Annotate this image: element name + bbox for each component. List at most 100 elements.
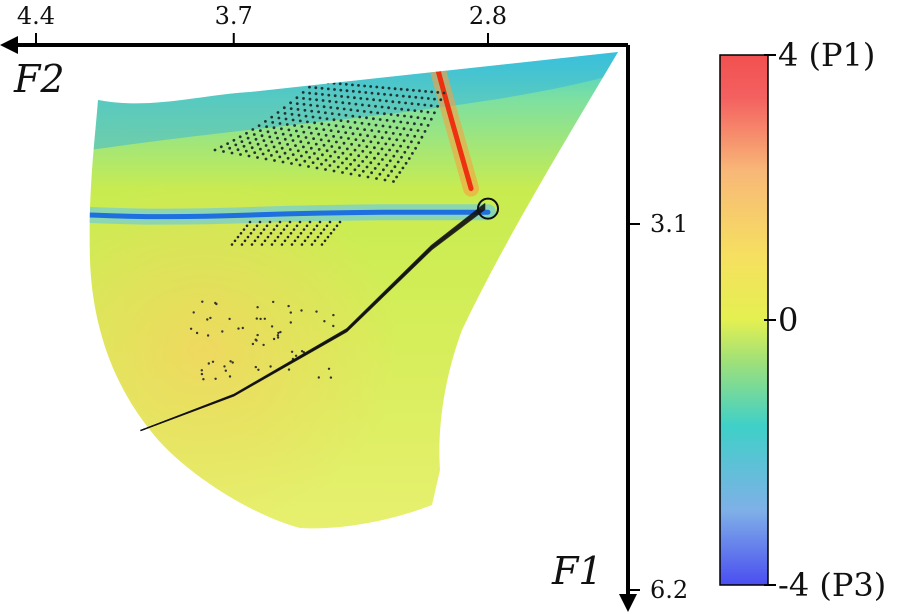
scatter-point: [228, 146, 232, 150]
scatter-point: [390, 169, 393, 173]
scatter-point: [332, 160, 336, 163]
scatter-point: [302, 228, 306, 231]
scatter-point: [407, 157, 411, 160]
scatter-point: [255, 224, 259, 228]
scatter-point: [289, 311, 292, 314]
scatter-point: [324, 158, 328, 162]
scatter-point: [295, 224, 299, 228]
scatter-point: [396, 160, 400, 164]
scatter-point: [337, 156, 340, 159]
scatter-point: [290, 350, 294, 353]
scatter-point: [277, 331, 280, 335]
scatter-point: [323, 239, 327, 243]
scatter-point: [293, 124, 296, 127]
scatter-point: [298, 163, 302, 167]
scatter-point: [303, 239, 307, 243]
scatter-point: [423, 103, 427, 107]
scatter-point: [377, 162, 381, 166]
scatter-point: [332, 135, 335, 138]
right-tick-label: 6.2: [650, 576, 688, 604]
scatter-point: [363, 84, 366, 88]
scatter-point: [373, 156, 376, 160]
scatter-point: [300, 243, 304, 246]
scatter-point: [240, 243, 244, 246]
scatter-point: [262, 139, 266, 143]
scatter-point: [310, 109, 314, 113]
scatter-point: [295, 102, 299, 105]
scatter-point: [332, 313, 335, 317]
scatter-point: [426, 110, 430, 114]
scatter-point: [349, 108, 353, 112]
scatter-point: [224, 369, 227, 372]
scatter-point: [378, 172, 382, 176]
scatter-point: [393, 107, 397, 110]
scatter-point: [369, 110, 373, 114]
scatter-point: [278, 220, 282, 224]
scatter-point: [416, 129, 420, 132]
scatter-point: [380, 105, 384, 109]
scatter-point: [289, 232, 293, 235]
scatter-point: [232, 138, 236, 142]
scatter-point: [264, 157, 268, 161]
scatter-point: [207, 362, 210, 365]
scatter-point: [289, 321, 292, 324]
scatter-point: [347, 137, 350, 140]
scatter-point: [303, 108, 307, 112]
scatter-point: [299, 232, 303, 235]
scatter-point: [423, 117, 426, 120]
scatter-point: [403, 150, 407, 154]
scatter-point: [192, 311, 195, 314]
scatter-point: [314, 92, 318, 96]
scatter-point: [260, 243, 264, 246]
trough-line: [89, 209, 491, 220]
scatter-point: [364, 91, 368, 94]
scatter-point: [361, 160, 365, 163]
scatter-point: [365, 116, 368, 120]
scatter-point: [327, 93, 331, 97]
scatter-point: [256, 306, 259, 309]
scatter-point: [365, 145, 369, 149]
scatter-point: [282, 106, 286, 110]
scatter-point: [372, 117, 375, 121]
scatter-point: [320, 80, 324, 84]
scatter-point: [259, 147, 262, 151]
scatter-point: [233, 239, 237, 243]
scatter-point: [349, 126, 352, 129]
scatter-point: [332, 118, 336, 122]
scatter-point: [271, 121, 275, 124]
scatter-point: [326, 81, 330, 85]
scatter-point: [289, 101, 292, 105]
scatter-point: [325, 117, 329, 121]
scatter-point: [267, 149, 270, 152]
scatter-point: [395, 94, 399, 97]
scatter-point: [413, 109, 417, 112]
scatter-point: [376, 141, 380, 145]
scatter-point: [358, 90, 361, 94]
scatter-point: [290, 112, 294, 116]
scatter-point: [365, 155, 368, 159]
scatter-point: [370, 171, 373, 175]
scatter-point: [382, 168, 385, 172]
scatter-point: [238, 135, 242, 139]
scatter-point: [294, 144, 297, 148]
scatter-point: [308, 220, 312, 224]
scatter-point: [290, 243, 294, 246]
scatter-point: [329, 232, 333, 235]
colorbar-tick-label: 4 (P1): [778, 36, 875, 74]
scatter-point: [262, 228, 266, 231]
scatter-point: [311, 161, 315, 165]
scatter-point: [257, 124, 261, 127]
scatter-point: [272, 337, 276, 341]
scatter-point: [326, 235, 330, 239]
scatter-point: [256, 333, 259, 337]
scatter-point: [387, 86, 391, 90]
scatter-point: [254, 365, 257, 369]
scatter-point: [230, 243, 234, 246]
scatter-point: [356, 109, 359, 112]
colorbar-tick-label: -4 (P3): [778, 566, 886, 604]
scatter-point: [313, 239, 317, 243]
scatter-point: [308, 91, 311, 95]
scatter-point: [270, 243, 274, 246]
scatter-point: [334, 100, 338, 104]
scatter-point: [251, 342, 255, 346]
